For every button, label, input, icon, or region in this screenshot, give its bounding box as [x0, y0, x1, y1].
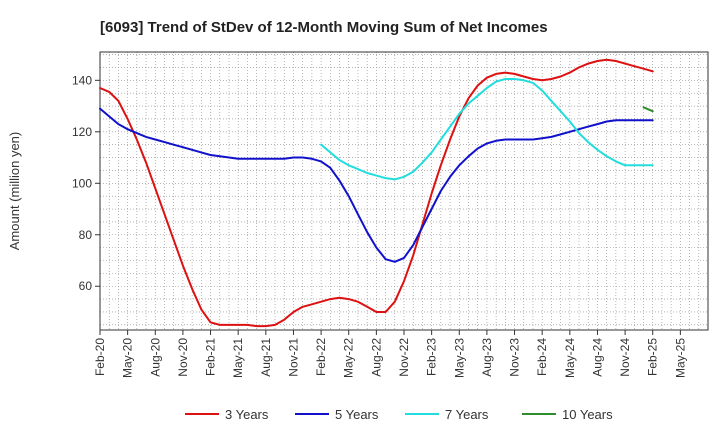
x-tick-label: Aug-21 — [259, 338, 273, 377]
y-tick-label: 120 — [72, 125, 92, 139]
x-tick-label: Aug-22 — [369, 338, 383, 377]
legend-label-7-years: 7 Years — [445, 407, 489, 422]
series-line-7-years — [320, 78, 654, 181]
x-tick-label: May-25 — [673, 338, 687, 378]
x-tick-label: May-24 — [563, 338, 577, 378]
series-line-10-years — [642, 106, 654, 113]
x-tick-label: Feb-24 — [535, 338, 549, 376]
x-tick-label: Feb-25 — [646, 338, 660, 376]
y-tick-label: 100 — [72, 176, 92, 190]
x-tick-label: Feb-21 — [204, 338, 218, 376]
x-tick-label: May-22 — [342, 338, 356, 378]
x-tick-label: May-20 — [121, 338, 135, 378]
x-tick-label: Aug-24 — [590, 338, 604, 377]
series-line-5-years — [99, 107, 654, 263]
x-tick-label: Feb-22 — [314, 338, 328, 376]
y-tick-label: 60 — [79, 279, 93, 293]
y-tick-label: 80 — [79, 228, 93, 242]
x-tick-label: Feb-20 — [93, 338, 107, 376]
x-tick-label: Nov-22 — [397, 338, 411, 377]
x-tick-label: Nov-23 — [508, 338, 522, 377]
chart-title: [6093] Trend of StDev of 12-Month Moving… — [100, 19, 548, 36]
x-tick-label: Feb-23 — [425, 338, 439, 376]
legend-label-5-years: 5 Years — [335, 407, 379, 422]
legend: 3 Years 5 Years 7 Years 10 Years — [185, 407, 613, 422]
legend-label-3-years: 3 Years — [225, 407, 269, 422]
x-tick-label: Aug-23 — [480, 338, 494, 377]
grid-lines — [100, 52, 708, 330]
legend-label-10-years: 10 Years — [562, 407, 613, 422]
x-tick-label: May-23 — [452, 338, 466, 378]
series-lines — [99, 58, 654, 328]
x-tick-label: Nov-24 — [618, 338, 632, 377]
y-axis-label: Amount (million yen) — [7, 132, 22, 251]
x-tick-label: May-21 — [231, 338, 245, 378]
x-tick-label: Nov-21 — [286, 338, 300, 377]
axes: 60 80 100 120 140 Feb-20 May-20 Aug-20 Nov-20 Feb… — [72, 51, 709, 378]
x-tick-label: Aug-20 — [148, 338, 162, 377]
x-tick-label: Nov-20 — [176, 338, 190, 377]
series-line-3-years — [99, 58, 654, 328]
y-tick-label: 140 — [72, 73, 92, 87]
